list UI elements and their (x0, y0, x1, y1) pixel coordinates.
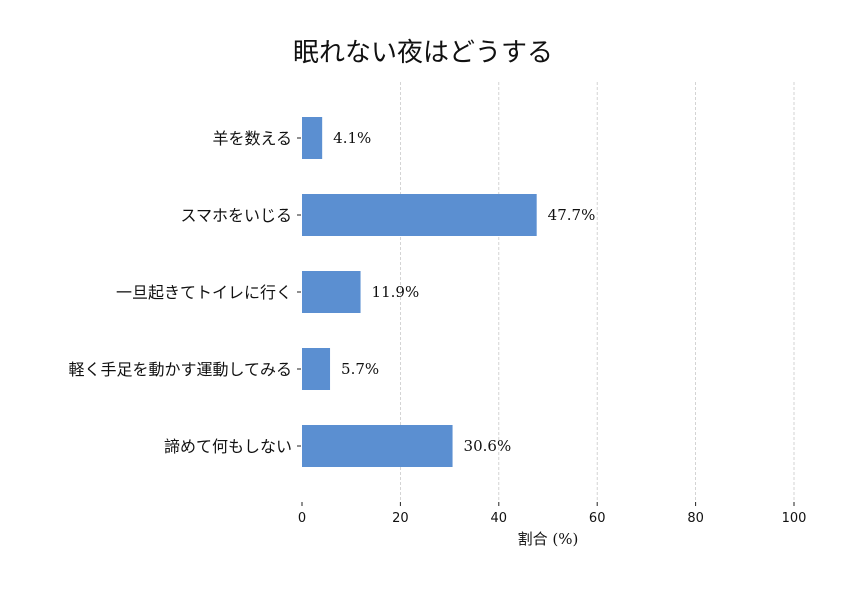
value-labels: 4.1% 47.7% 11.9% 5.7% 30.6% (333, 129, 595, 455)
x-tick-label: 80 (687, 511, 704, 526)
value-label: 47.7% (548, 206, 596, 224)
category-label: 羊を数える (212, 129, 292, 148)
x-tick-label: 0 (298, 511, 306, 526)
value-label: 5.7% (341, 360, 379, 378)
x-tick-label: 100 (782, 511, 807, 526)
category-label: 一旦起きてトイレに行く (116, 283, 292, 302)
bar (302, 271, 361, 313)
category-label: 軽く手足を動かす運動してみる (68, 360, 292, 379)
grid-lines (399, 82, 795, 500)
x-tick-label: 60 (589, 511, 606, 526)
category-label: 諦めて何もしない (164, 437, 292, 456)
category-label: スマホをいじる (180, 206, 292, 225)
value-label: 30.6% (464, 437, 512, 455)
value-label: 11.9% (372, 283, 420, 301)
x-axis-ticks: 0 20 40 60 80 100 (298, 502, 807, 526)
bar (302, 194, 537, 236)
category-labels: 羊を数えるスマホをいじる一旦起きてトイレに行く軽く手足を動かす運動してみる諦めて… (68, 129, 301, 456)
bars (302, 117, 537, 467)
value-label: 4.1% (333, 129, 371, 147)
x-tick-label: 20 (392, 511, 409, 526)
bar (302, 117, 323, 159)
bar (302, 348, 331, 390)
x-axis-title: 割合 (%) (518, 530, 579, 548)
x-tick-label: 40 (491, 511, 508, 526)
chart-title: 眠れない夜はどうする (293, 38, 553, 68)
bar (302, 425, 453, 467)
